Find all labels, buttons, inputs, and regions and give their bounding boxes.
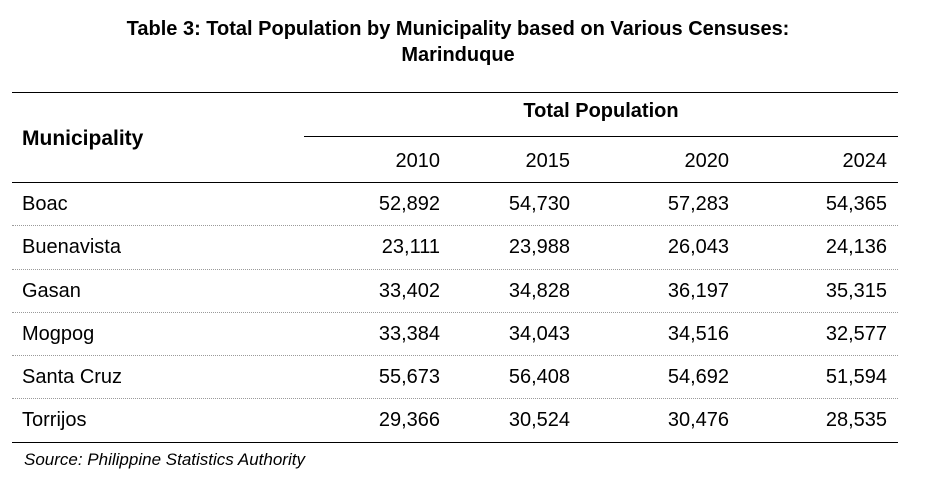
table-title-line-2: Marinduque <box>401 44 515 66</box>
population-2024: 32,577 <box>825 322 887 345</box>
municipality-name: Mogpog <box>22 322 95 345</box>
municipality-name: Buenavista <box>22 236 121 259</box>
population-2015: 56,408 <box>508 366 570 389</box>
municipality-column-header: Municipality <box>22 127 144 150</box>
population-2020: 57,283 <box>667 193 729 215</box>
year-header-2015: 2015 <box>525 150 571 172</box>
population-2020: 54,692 <box>667 366 729 389</box>
total-population-group-header: Total Population <box>523 100 679 122</box>
population-2015: 54,730 <box>508 193 570 215</box>
table-row: Mogpog 33,384 34,043 34,516 32,577 <box>12 313 898 357</box>
table-title: Table 3: Total Population by Municipalit… <box>0 16 916 68</box>
municipality-name: Gasan <box>22 279 81 302</box>
table-body: Boac 52,892 54,730 57,283 54,365 Buenavi… <box>12 183 898 443</box>
table-row: Torrijos 29,366 30,524 30,476 28,535 <box>12 399 898 443</box>
table-top-rule <box>12 92 898 93</box>
table-row: Santa Cruz 55,673 56,408 54,692 51,594 <box>12 356 898 400</box>
population-2015: 30,524 <box>508 409 570 432</box>
population-2010: 29,366 <box>378 409 440 432</box>
population-2010: 33,384 <box>378 322 440 345</box>
municipality-name: Santa Cruz <box>22 366 123 389</box>
population-2010: 52,892 <box>378 193 440 215</box>
municipality-name: Torrijos <box>22 409 87 432</box>
population-2010: 55,673 <box>378 366 440 389</box>
population-2024: 54,365 <box>825 193 887 215</box>
header-bottom-rule <box>12 182 898 183</box>
population-2024: 51,594 <box>825 366 887 389</box>
year-header-2024: 2024 <box>842 150 888 172</box>
table-row: Buenavista 23,111 23,988 26,043 24,136 <box>12 226 898 270</box>
table-row: Boac 52,892 54,730 57,283 54,365 <box>12 183 898 227</box>
population-2020: 30,476 <box>667 409 729 432</box>
table-row: Gasan 33,402 34,828 36,197 35,315 <box>12 270 898 313</box>
source-note: Source: Philippine Statistics Authority <box>24 450 305 469</box>
population-2020: 36,197 <box>667 279 729 302</box>
population-2024: 28,535 <box>825 409 887 432</box>
population-2024: 35,315 <box>825 279 887 302</box>
population-2015: 34,828 <box>508 279 570 302</box>
population-2015: 23,988 <box>508 236 570 259</box>
table-title-line-1: Table 3: Total Population by Municipalit… <box>126 18 790 40</box>
municipality-name: Boac <box>22 193 68 215</box>
population-2020: 26,043 <box>667 236 729 259</box>
population-2015: 34,043 <box>508 322 570 345</box>
population-2024: 24,136 <box>825 236 887 259</box>
year-header-2020: 2020 <box>684 150 730 172</box>
population-2020: 34,516 <box>667 322 729 345</box>
population-2010: 33,402 <box>378 279 440 302</box>
population-2010: 23,111 <box>381 236 440 259</box>
group-header-rule <box>304 136 898 137</box>
year-header-2010: 2010 <box>395 150 441 172</box>
